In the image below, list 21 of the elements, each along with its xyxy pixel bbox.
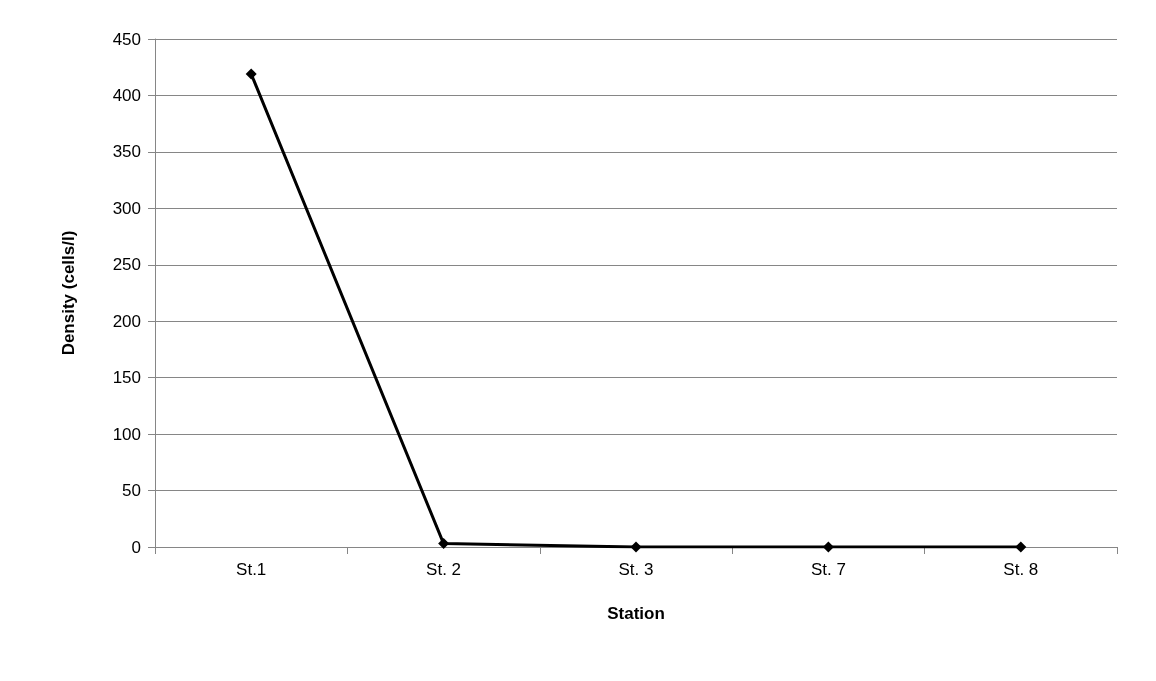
y-tick-label: 350	[112, 142, 141, 162]
x-tick-label: St.1	[236, 560, 267, 579]
y-tick-label: 50	[122, 481, 141, 501]
x-tick-label: St. 2	[426, 560, 462, 579]
x-tick-label: St. 3	[618, 560, 654, 579]
y-tick-label: 0	[131, 537, 141, 557]
point	[245, 68, 257, 80]
y-tick-label: 250	[112, 255, 141, 275]
y-tick-label: 100	[112, 424, 141, 444]
x-tick-label: St. 7	[810, 560, 846, 579]
point	[630, 541, 642, 553]
x-tick-label: St. 8	[1003, 560, 1039, 579]
y-axis-title: Density (cells/l)	[59, 230, 78, 356]
point	[1015, 541, 1027, 553]
x-axis-title: Station	[607, 604, 665, 623]
y-tick-label: 150	[112, 368, 141, 388]
point	[438, 538, 450, 550]
y-tick-label: 450	[112, 29, 141, 49]
y-tick-label: 400	[112, 85, 141, 105]
y-tick-label: 200	[112, 311, 141, 331]
y-tick-label: 300	[112, 198, 141, 218]
